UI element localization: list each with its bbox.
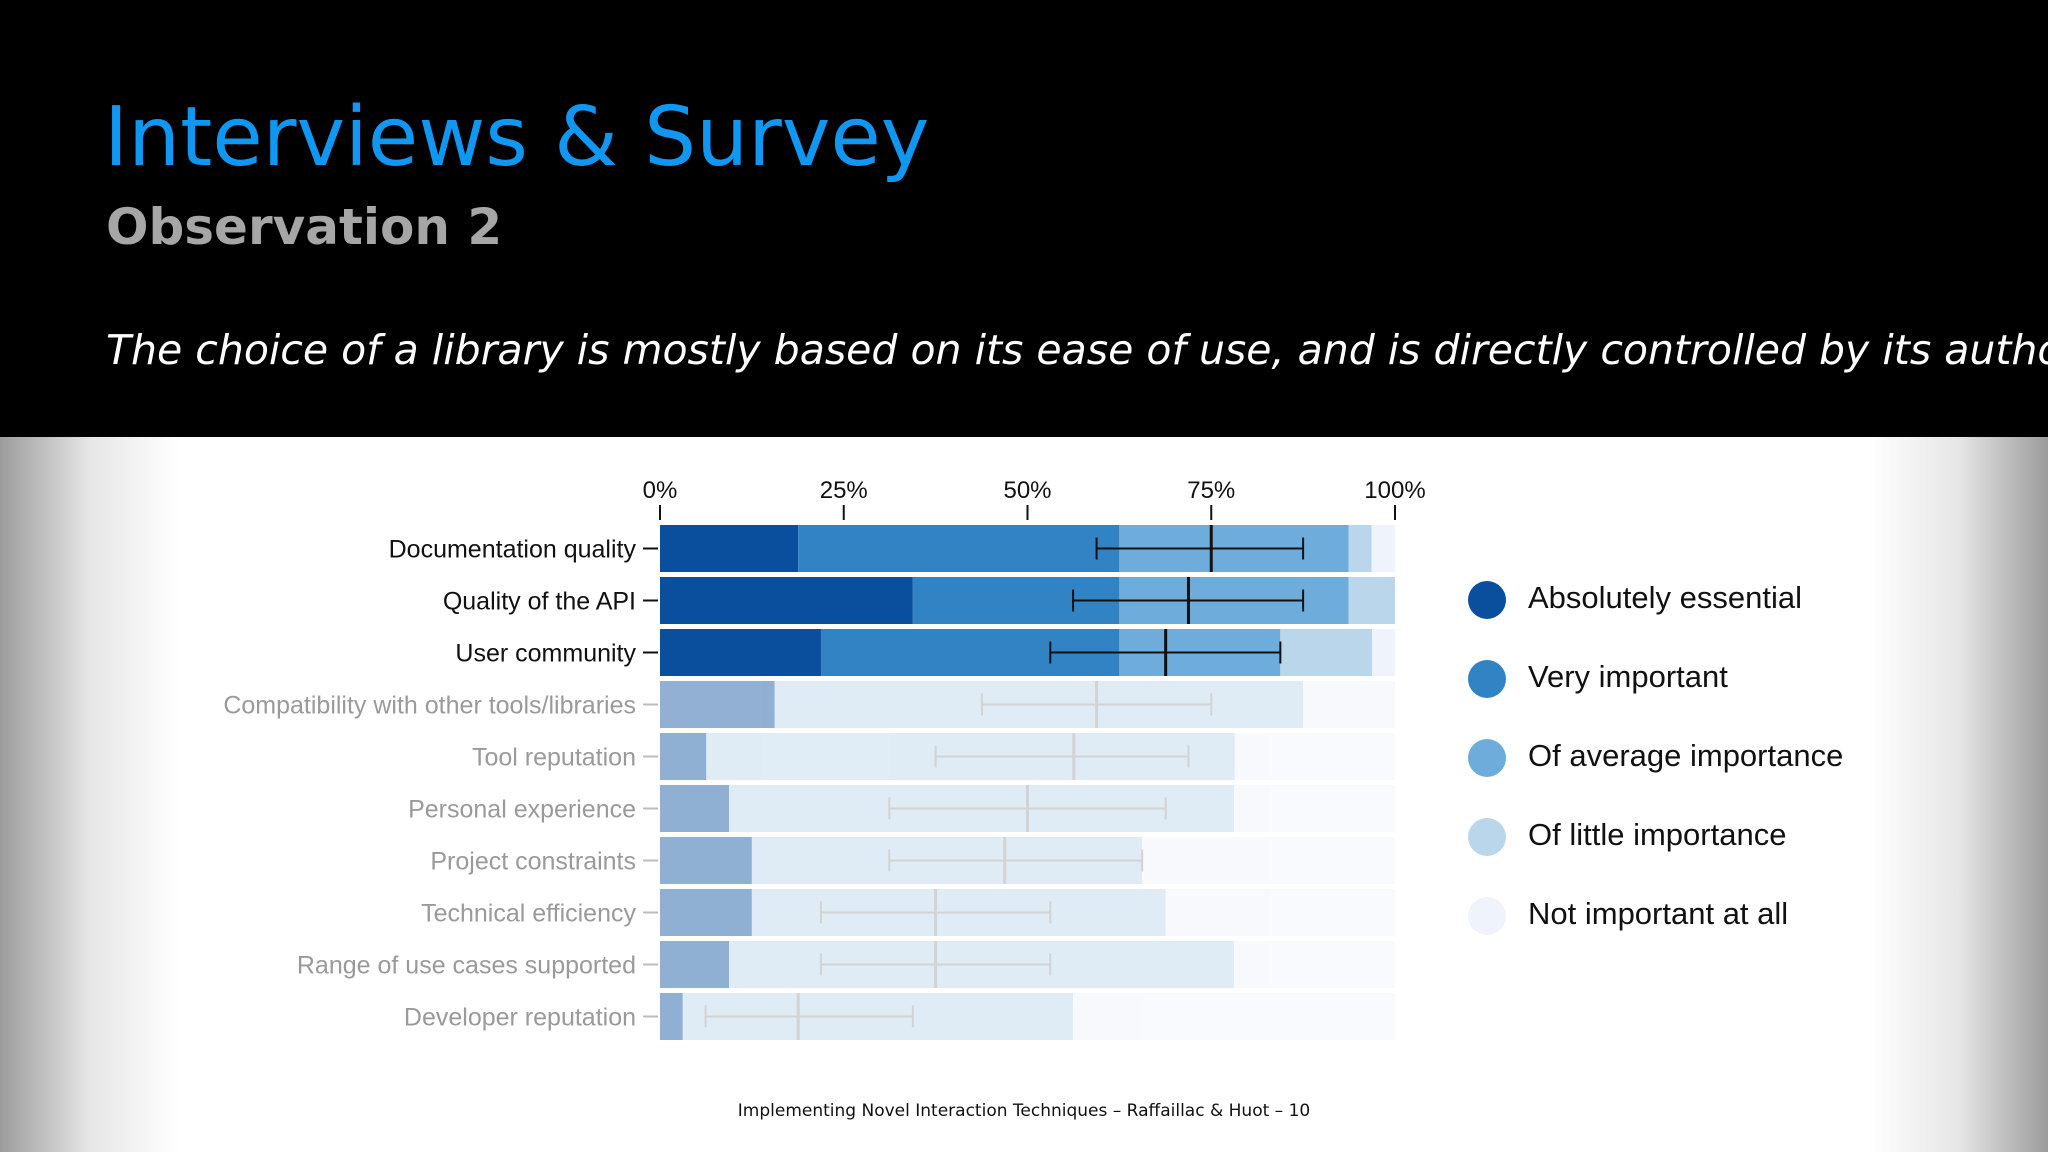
legend-label: Of little importance — [1528, 817, 1787, 852]
bar-row-project-constraints — [660, 837, 1395, 884]
y-axis-label: Project constraints — [430, 848, 636, 876]
legend-label: Not important at all — [1528, 896, 1789, 931]
legend-swatch-absolutely-essential — [1468, 581, 1506, 619]
bar-segment-absolutely-essential — [660, 785, 730, 832]
legend-swatch-average-importance — [1468, 739, 1506, 777]
bar-segment-not-important-at-all — [1234, 941, 1395, 988]
y-axis-label: Technical efficiency — [421, 900, 636, 928]
error-bar — [704, 993, 914, 1040]
y-axis-label: Personal experience — [408, 796, 636, 824]
error-bar — [1095, 525, 1305, 572]
x-tick-label: 100% — [1364, 477, 1425, 504]
legend-swatch-very-important — [1468, 660, 1506, 698]
bar-row-personal-experience — [660, 785, 1395, 832]
bar-segment-of-little-importance — [682, 993, 1074, 1040]
bar-segment-of-little-importance — [751, 889, 1166, 936]
bar-segment-absolutely-essential — [660, 837, 752, 884]
slide-subtitle: Observation 2 — [106, 198, 503, 256]
error-bar — [819, 889, 1052, 936]
y-axis-label: Tool reputation — [472, 744, 636, 772]
bar-segment-of-little-importance — [1280, 629, 1373, 676]
slide-title: Interviews & Survey — [104, 90, 930, 185]
bar-segment-absolutely-essential — [660, 993, 683, 1040]
y-axis-label: Documentation quality — [389, 536, 637, 564]
error-bar — [819, 941, 1052, 988]
bar-segment-of-little-importance — [729, 941, 1235, 988]
bar-segment-not-important-at-all — [1303, 681, 1395, 728]
bar-segment-not-important-at-all — [1234, 733, 1395, 780]
legend-swatch-not-important — [1468, 897, 1506, 935]
bar-segment-not-important-at-all — [1073, 993, 1395, 1040]
slide-footer: Implementing Novel Interaction Technique… — [737, 1101, 1311, 1121]
x-tick-label: 25% — [820, 477, 868, 504]
slide-tagline: The choice of a library is mostly based … — [106, 326, 2048, 374]
bar-row-tool-reputation — [660, 733, 1395, 780]
bar-row-documentation-quality — [660, 525, 1395, 572]
legend-label: Absolutely essential — [1528, 580, 1802, 615]
x-tick-label: 50% — [1003, 477, 1051, 504]
legend-label: Very important — [1528, 659, 1728, 694]
bar-segment-absolutely-essential — [660, 525, 799, 572]
bar-row-compatibility-with-other-tools-libraries — [660, 681, 1395, 728]
legend-label: Of average importance — [1528, 738, 1844, 773]
bar-segment-absolutely-essential — [660, 941, 730, 988]
error-bar — [1072, 577, 1305, 624]
bar-segment-not-important-at-all — [1165, 889, 1395, 936]
error-bar — [888, 785, 1167, 832]
bar-segment-not-important-at-all — [1142, 837, 1395, 884]
y-axis-label: Range of use cases supported — [297, 952, 636, 980]
bar-segment-absolutely-essential — [660, 681, 775, 728]
bar-segment-of-little-importance — [751, 837, 1143, 884]
bar-segment-of-little-importance — [1348, 577, 1395, 624]
bar-segment-absolutely-essential — [660, 629, 821, 676]
bar-segment-of-little-importance — [729, 785, 1235, 832]
bar-segment-absolutely-essential — [660, 733, 707, 780]
bar-segment-very-important — [798, 525, 1120, 572]
bar-segment-of-little-importance — [774, 681, 1304, 728]
bar-row-user-community — [660, 629, 1395, 676]
bar-row-range-of-use-cases-supported — [660, 941, 1395, 988]
x-tick-label: 0% — [643, 477, 678, 504]
slide-header: Interviews & Survey Observation 2 The ch… — [0, 0, 2048, 437]
y-axis-label: Compatibility with other tools/libraries — [223, 692, 636, 720]
bar-row-technical-efficiency — [660, 889, 1395, 936]
bar-segment-not-important-at-all — [1234, 785, 1395, 832]
bar-segment-not-important-at-all — [1371, 525, 1395, 572]
bar-row-quality-of-the-api — [660, 577, 1395, 624]
y-axis-label: Quality of the API — [443, 588, 636, 616]
error-bar — [888, 837, 1144, 884]
bar-segment-absolutely-essential — [660, 577, 913, 624]
error-bar — [934, 733, 1190, 780]
bar-segment-absolutely-essential — [660, 889, 752, 936]
y-axis-label: User community — [455, 640, 636, 668]
error-bar — [1049, 629, 1282, 676]
bar-segment-of-little-importance — [1348, 525, 1372, 572]
bar-segment-not-important-at-all — [1372, 629, 1395, 676]
bar-segment-of-little-importance — [706, 733, 1235, 780]
x-tick-label: 75% — [1187, 477, 1235, 504]
error-bar — [980, 681, 1213, 728]
legend-swatch-little-importance — [1468, 818, 1506, 856]
y-axis-label: Developer reputation — [404, 1004, 636, 1032]
bar-row-developer-reputation — [660, 993, 1395, 1040]
